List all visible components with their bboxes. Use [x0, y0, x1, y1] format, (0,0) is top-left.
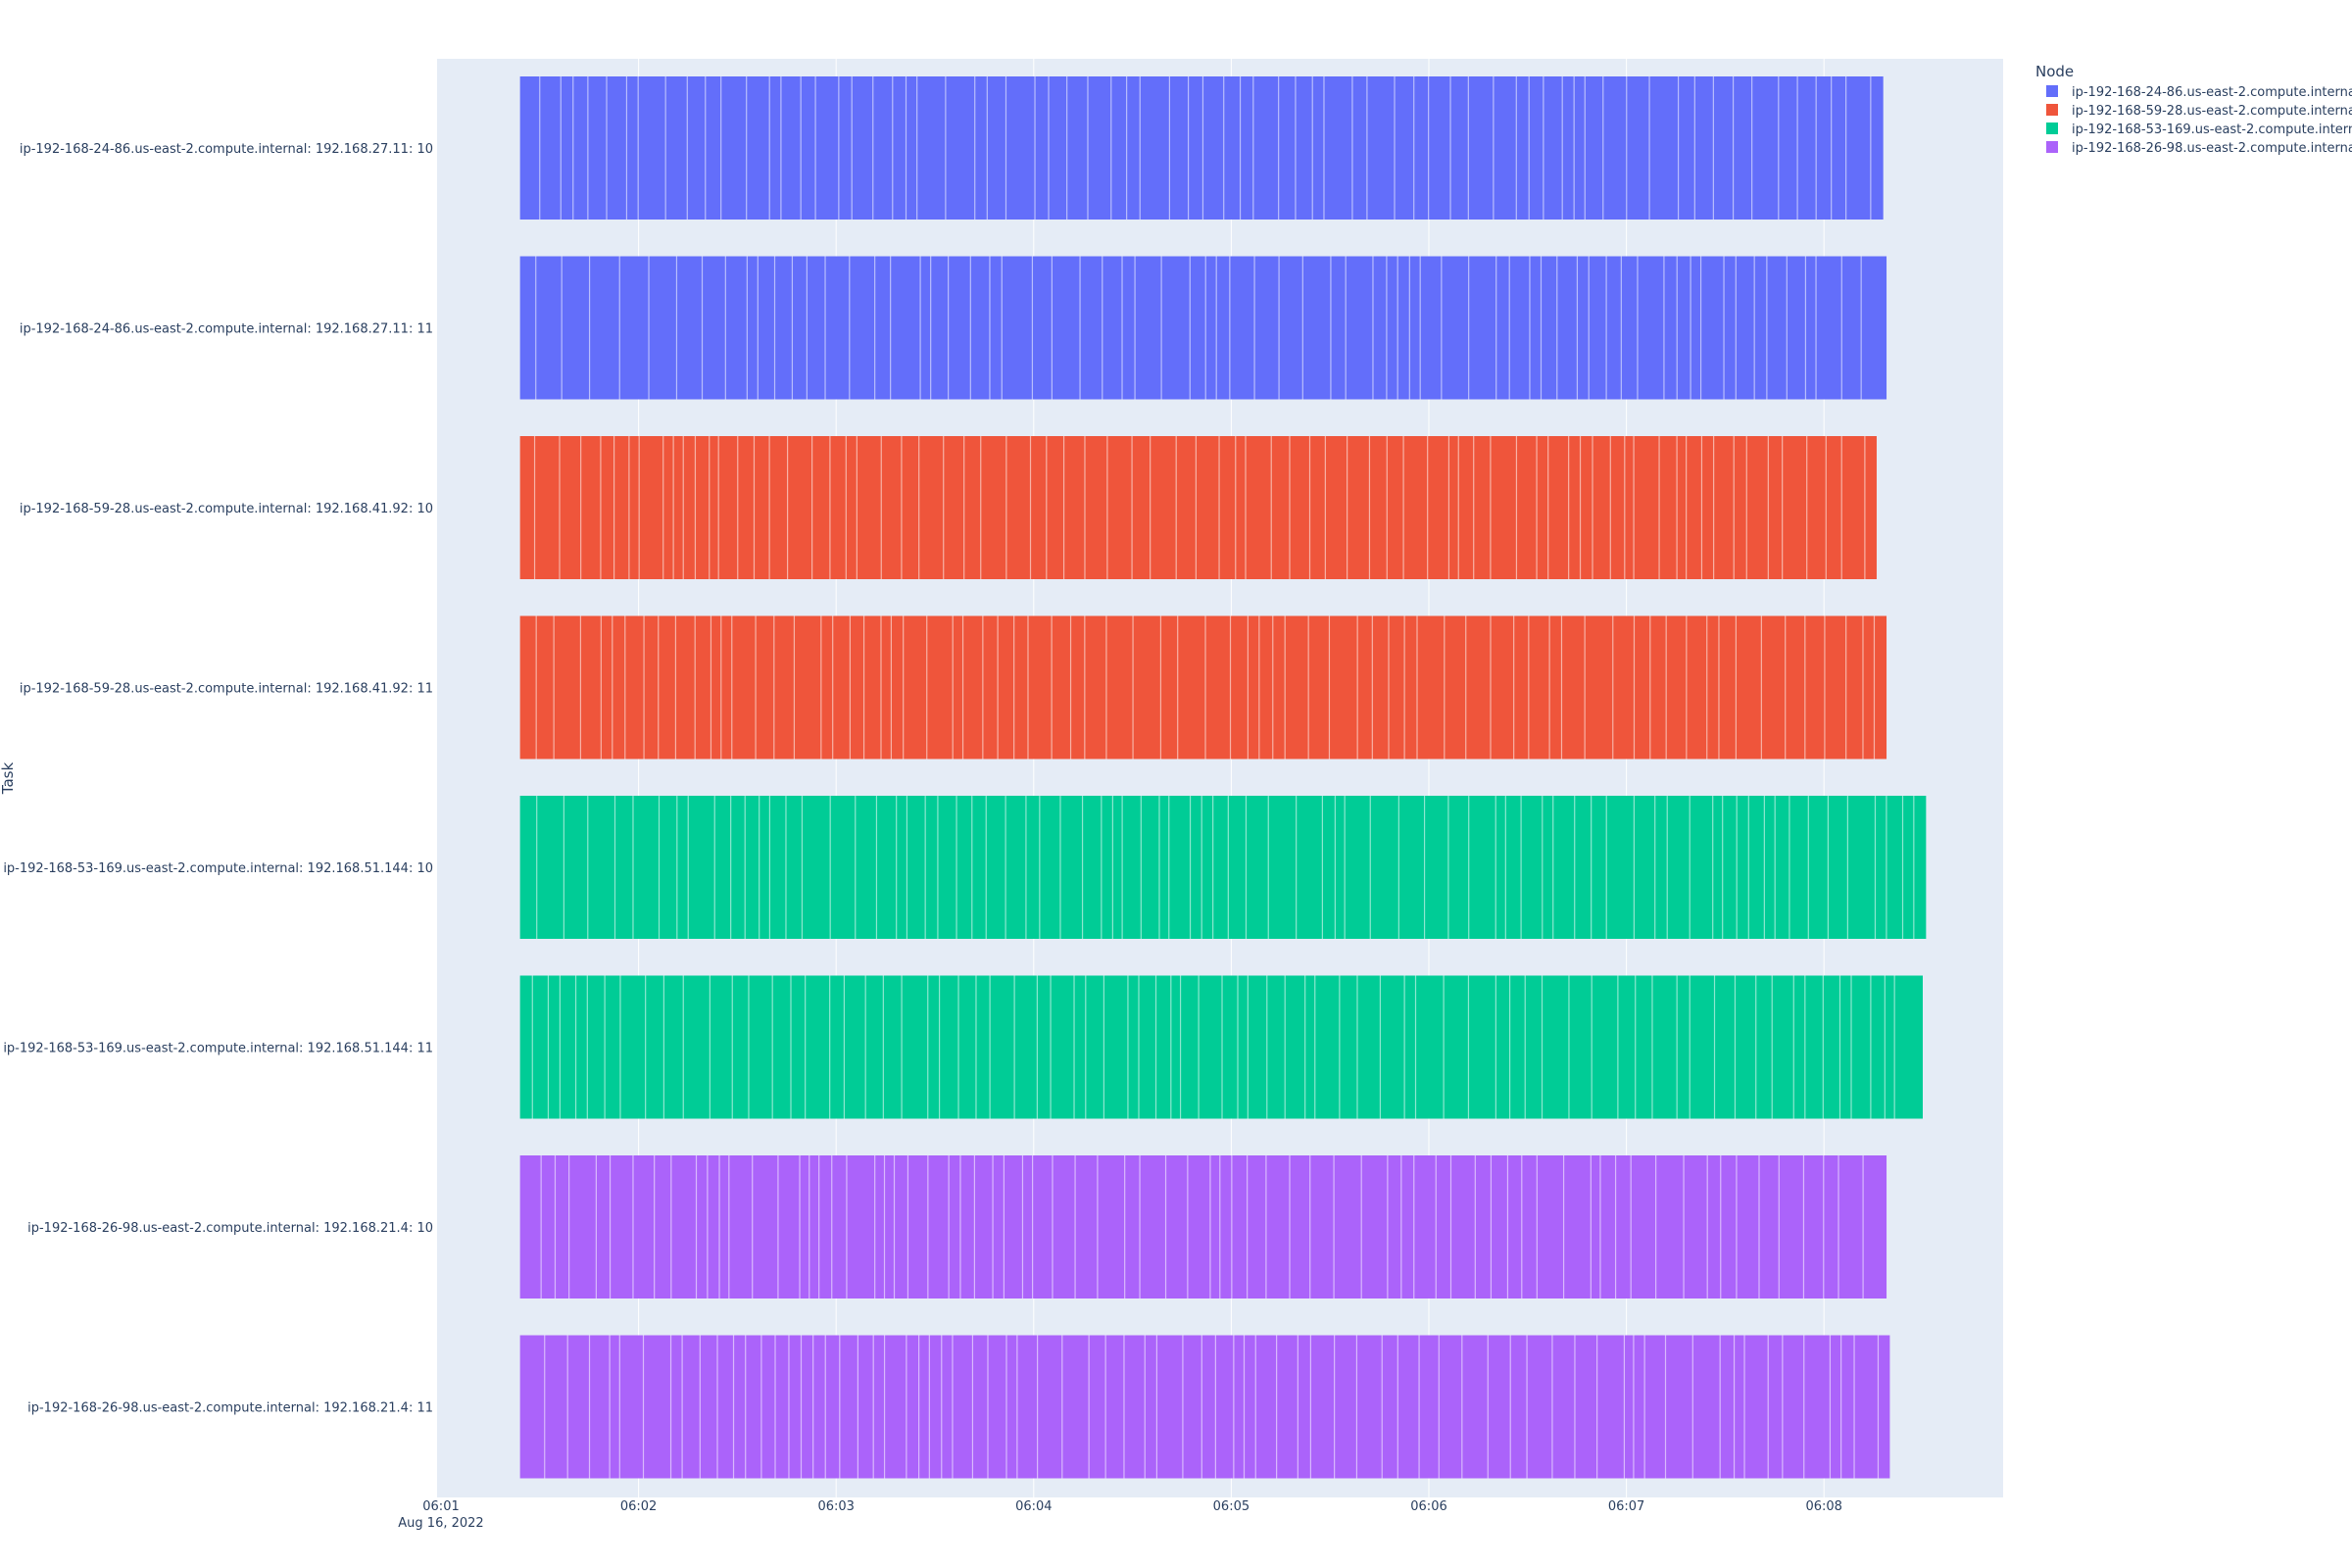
- task-bar-fill: [519, 76, 1884, 220]
- y-tick-label: ip-192-168-24-86.us-east-2.compute.inter…: [20, 142, 433, 157]
- task-bar: [519, 1155, 1887, 1298]
- task-bar: [519, 615, 1887, 760]
- task-bar-fill: [519, 1155, 1887, 1298]
- x-tick-label: 06:02: [620, 1499, 657, 1514]
- x-tick-date-label: Aug 16, 2022: [398, 1516, 483, 1531]
- task-bar-fill: [519, 1335, 1890, 1479]
- y-tick-label: ip-192-168-24-86.us-east-2.compute.inter…: [20, 322, 433, 337]
- y-tick-label: ip-192-168-53-169.us-east-2.compute.inte…: [3, 861, 433, 876]
- task-bar-fill: [519, 615, 1887, 760]
- y-tick-label: ip-192-168-53-169.us-east-2.compute.inte…: [3, 1042, 433, 1056]
- task-bar: [519, 1335, 1890, 1479]
- x-tick-label: 06:04: [1015, 1499, 1052, 1514]
- legend-item[interactable]: ip-192-168-26-98.us-east-2.compute.inter…: [2046, 141, 2352, 156]
- legend-item[interactable]: ip-192-168-53-169.us-east-2.compute.inte…: [2046, 122, 2352, 137]
- legend-swatch: [2046, 85, 2058, 97]
- task-bars: [519, 76, 1927, 1479]
- legend: Node ip-192-168-24-86.us-east-2.compute.…: [2035, 63, 2352, 156]
- y-tick-label: ip-192-168-59-28.us-east-2.compute.inter…: [20, 502, 433, 516]
- task-bar-fill: [519, 436, 1877, 579]
- legend-item[interactable]: ip-192-168-59-28.us-east-2.compute.inter…: [2046, 104, 2352, 119]
- legend-title: Node: [2035, 63, 2074, 80]
- task-bar-fill: [519, 796, 1927, 939]
- task-bar: [519, 256, 1887, 400]
- task-bar: [519, 796, 1927, 939]
- legend-label: ip-192-168-53-169.us-east-2.compute.inte…: [2072, 122, 2352, 137]
- x-tick-label: 06:08: [1805, 1499, 1841, 1514]
- legend-swatch: [2046, 122, 2058, 134]
- legend-label: ip-192-168-59-28.us-east-2.compute.inter…: [2072, 104, 2352, 119]
- x-tick-label: 06:06: [1410, 1499, 1446, 1514]
- task-bar: [519, 436, 1877, 579]
- legend-label: ip-192-168-26-98.us-east-2.compute.inter…: [2072, 141, 2352, 156]
- y-tick-label: ip-192-168-26-98.us-east-2.compute.inter…: [27, 1401, 433, 1416]
- x-tick-label: 06:05: [1213, 1499, 1250, 1514]
- y-tick-label: ip-192-168-59-28.us-east-2.compute.inter…: [20, 682, 433, 697]
- y-axis-title: Task: [0, 762, 17, 796]
- task-bar-fill: [519, 975, 1923, 1119]
- legend-swatch: [2046, 104, 2058, 116]
- task-bar: [519, 975, 1923, 1119]
- x-tick-labels: 06:01 Aug 16, 2022 06:02 06:03 06:04 06:05 06:…: [398, 1499, 1842, 1531]
- y-tick-labels: ip-192-168-24-86.us-east-2.compute.inter…: [3, 142, 433, 1416]
- legend-swatch: [2046, 141, 2058, 153]
- x-tick-label: 06:07: [1608, 1499, 1644, 1514]
- legend-item[interactable]: ip-192-168-24-86.us-east-2.compute.inter…: [2046, 85, 2352, 100]
- y-tick-label: ip-192-168-26-98.us-east-2.compute.inter…: [27, 1221, 433, 1236]
- x-tick-label: 06:01: [422, 1499, 459, 1514]
- legend-label: ip-192-168-24-86.us-east-2.compute.inter…: [2072, 85, 2352, 100]
- task-bar-fill: [519, 256, 1887, 400]
- task-bar: [519, 76, 1884, 220]
- x-tick-label: 06:03: [817, 1499, 854, 1514]
